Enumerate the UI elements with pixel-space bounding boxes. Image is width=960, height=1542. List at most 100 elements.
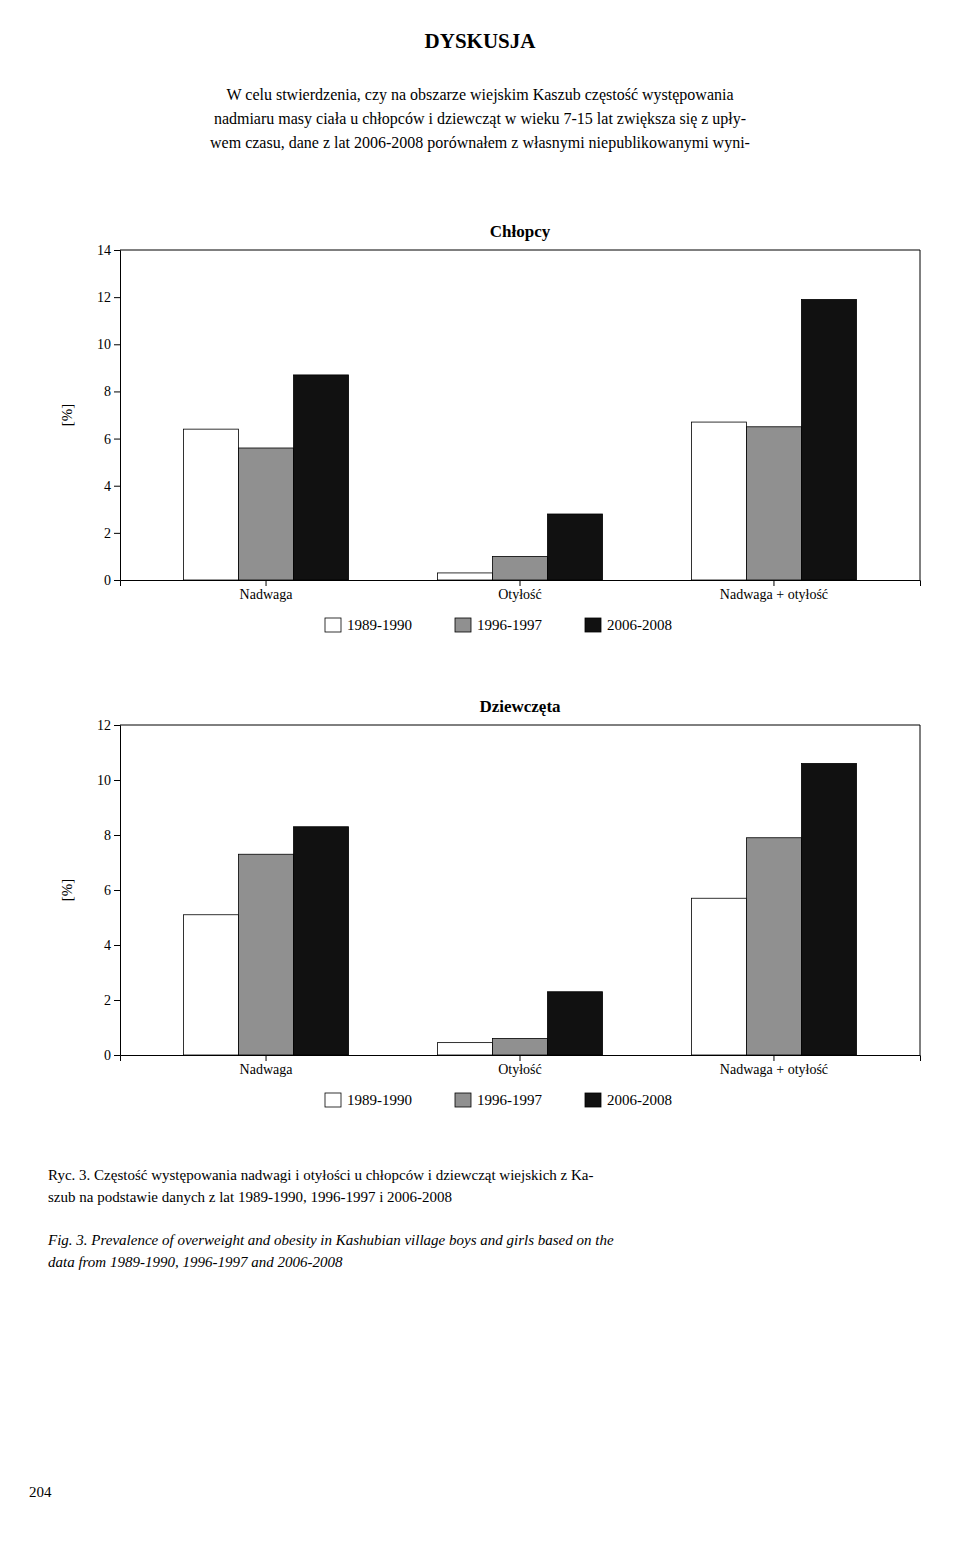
plot-area: 0 2 4 6 8 10 12 14 Nadwaga Otyłość Nadwaga + otyło… — [97, 243, 921, 602]
bars — [183, 300, 856, 581]
tick-mark — [114, 250, 120, 251]
tick-mark — [114, 890, 120, 891]
tick: 2 — [104, 993, 120, 1008]
legend-swatch — [585, 618, 601, 632]
legend-item: 1989-1990 — [325, 1092, 412, 1108]
legend-swatch — [325, 618, 341, 632]
bar — [183, 429, 238, 580]
tick: 12 — [97, 718, 120, 733]
text-line: wem czasu, dane z lat 2006-2008 porównał… — [210, 134, 750, 152]
tick-label: 4 — [104, 479, 111, 494]
tick-mark — [114, 1055, 120, 1056]
tick-label: 14 — [97, 243, 111, 258]
text-line: DYSKUSJA — [425, 29, 537, 53]
legend-item: 2006-2008 — [585, 617, 672, 633]
tick-mark — [114, 780, 120, 781]
tick-label: 0 — [104, 1048, 111, 1063]
legend-label: 1989-1990 — [347, 617, 412, 633]
tick-mark — [114, 439, 120, 440]
legend: 1989-1990 1996-1997 2006-2008 — [325, 1092, 672, 1108]
tick-mark — [773, 580, 774, 586]
frame — [920, 250, 921, 580]
tick: 6 — [104, 432, 120, 447]
tick-label: 10 — [97, 773, 111, 788]
legend: 1989-1990 1996-1997 2006-2008 — [325, 617, 672, 633]
bar — [492, 1039, 547, 1056]
tick-label: 2 — [104, 526, 111, 541]
bar — [746, 427, 801, 580]
tick: 12 — [97, 290, 120, 305]
bar — [801, 764, 856, 1056]
legend-swatch — [455, 618, 471, 632]
legend-swatch — [585, 1093, 601, 1107]
y-axis: 0 2 4 6 8 10 12 14 — [97, 243, 121, 588]
tick-mark — [114, 533, 120, 534]
tick: Otyłość — [498, 1055, 542, 1077]
bar — [691, 898, 746, 1055]
tick: 10 — [97, 773, 120, 788]
frame — [120, 250, 920, 251]
tick: 4 — [104, 479, 120, 494]
text-line: nadmiaru masy ciała u chłopców i dziewcz… — [214, 110, 746, 128]
tick: Nadwaga + otyłość — [720, 1055, 828, 1077]
tick: Nadwaga — [240, 580, 294, 602]
tick-mark — [266, 1055, 267, 1061]
text-line: szub na podstawie danych z lat 1989-1990… — [48, 1189, 452, 1205]
tick-mark — [520, 1055, 521, 1061]
legend-item: 2006-2008 — [585, 1092, 672, 1108]
legend-label: 1989-1990 — [347, 1092, 412, 1108]
bar — [437, 1043, 492, 1055]
frame — [120, 725, 920, 726]
background — [0, 0, 960, 1542]
tick-mark — [114, 391, 120, 392]
tick: Otyłość — [498, 580, 542, 602]
tick-mark — [114, 1000, 120, 1001]
bar-series — [294, 300, 857, 581]
tick: 10 — [97, 337, 120, 352]
tick-label: 6 — [104, 883, 111, 898]
text-line: Ryc. 3. Częstość występowania nadwagi i … — [48, 1167, 594, 1183]
header-text: W celu stwierdzenia, czy na obszarze wie… — [210, 86, 750, 152]
legend-label: 1996-1997 — [477, 617, 542, 633]
tick-mark — [114, 297, 120, 298]
tick: 0 — [104, 573, 120, 588]
chart-title: Dziewczęta — [479, 697, 561, 716]
page-title: DYSKUSJA — [425, 29, 537, 53]
page-number: 204 — [29, 1484, 52, 1500]
bar — [548, 992, 603, 1055]
bar — [294, 375, 349, 580]
legend-item: 1996-1997 — [455, 617, 542, 633]
legend-label: 2006-2008 — [607, 1092, 672, 1108]
tick-label: Otyłość — [498, 587, 542, 602]
tick-label: Nadwaga — [240, 587, 294, 602]
chart: Dziewczęta024681012NadwagaOtyłośćNadwaga… — [59, 697, 921, 1108]
tick: 8 — [104, 384, 120, 399]
legend-label: 1996-1997 — [477, 1092, 542, 1108]
bar — [746, 838, 801, 1055]
tick-mark — [114, 835, 120, 836]
tick-mark — [114, 344, 120, 345]
tick-label: 12 — [97, 718, 111, 733]
legend-item: 1989-1990 — [325, 617, 412, 633]
tick-mark — [266, 580, 267, 586]
tick: Nadwaga + otyłość — [720, 580, 828, 602]
tick: Nadwaga — [240, 1055, 294, 1077]
axis-title: [%] — [59, 404, 75, 427]
legend-item: 1996-1997 — [455, 1092, 542, 1108]
plot-area: 0 2 4 6 8 10 12 Nadwaga Otyłość Nadwaga + otyłość — [97, 718, 921, 1077]
tick-label: Nadwaga + otyłość — [720, 587, 828, 602]
axis-domain — [121, 1056, 921, 1062]
tick: 0 — [104, 1048, 120, 1063]
caption: Fig. 3. Prevalence of overweight and obe… — [47, 1232, 614, 1270]
text-line: W celu stwierdzenia, czy na obszarze wie… — [226, 86, 733, 104]
bar — [294, 827, 349, 1055]
frame — [920, 725, 921, 1055]
tick: 4 — [104, 938, 120, 953]
x-axis: Nadwaga Otyłość Nadwaga + otyłość — [121, 1055, 921, 1077]
tick-label: 2 — [104, 993, 111, 1008]
axis-domain — [114, 726, 121, 1056]
tick: 8 — [104, 828, 120, 843]
x-axis: Nadwaga Otyłość Nadwaga + otyłość — [121, 580, 921, 602]
tick-label: 6 — [104, 432, 111, 447]
bar — [691, 422, 746, 580]
